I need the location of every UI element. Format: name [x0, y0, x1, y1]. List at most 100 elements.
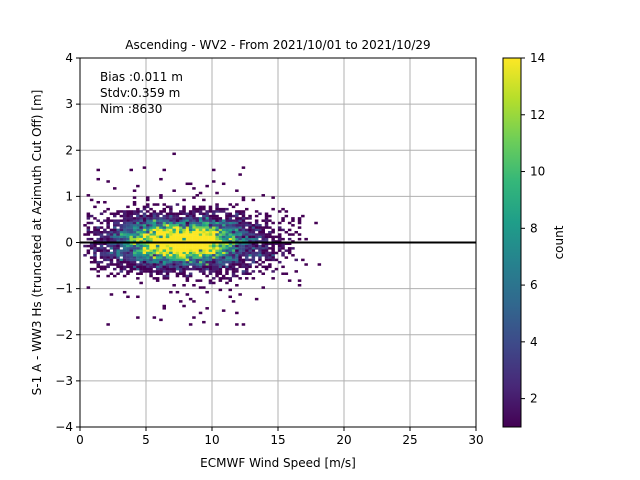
heatmap-cell	[146, 210, 150, 213]
heatmap-cell	[93, 205, 97, 209]
heatmap-cell	[195, 247, 199, 250]
heatmap-cell	[268, 219, 272, 222]
heatmap-cell	[185, 230, 190, 234]
heatmap-cell	[122, 251, 127, 255]
heatmap-cell	[142, 258, 147, 262]
heatmap-cell	[113, 212, 117, 216]
heatmap-cell	[129, 212, 133, 216]
heatmap-cell	[179, 230, 183, 234]
heatmap-cell	[165, 270, 170, 273]
heatmap-cell	[268, 256, 272, 259]
heatmap-cell	[297, 217, 302, 220]
heatmap-cell	[169, 224, 173, 227]
heatmap-cell	[195, 237, 199, 241]
heatmap-cell	[198, 244, 203, 248]
heatmap-cell	[149, 237, 153, 241]
heatmap-cell	[225, 251, 229, 255]
heatmap-cell	[228, 237, 232, 241]
heatmap-cell	[172, 254, 176, 257]
heatmap-cell	[245, 251, 249, 255]
heatmap-cell	[218, 277, 223, 280]
heatmap-cell	[103, 242, 107, 246]
colorbar-tick-label: 2	[530, 392, 538, 406]
heatmap-cell	[205, 219, 209, 222]
heatmap-cell	[119, 254, 124, 257]
heatmap-cell	[215, 191, 219, 195]
stats-annotation: Bias :0.011 m Stdv:0.359 m Nim :8630	[100, 70, 183, 116]
heatmap-cell	[195, 210, 199, 213]
heatmap-cell	[261, 228, 265, 232]
heatmap-cell	[261, 230, 265, 234]
heatmap-cell	[258, 233, 262, 236]
heatmap-cell	[235, 221, 239, 225]
heatmap-cell	[149, 249, 153, 252]
heatmap-cell	[182, 210, 186, 213]
heatmap-cell	[149, 219, 153, 222]
heatmap-cell	[113, 274, 117, 278]
heatmap-cell	[205, 247, 209, 250]
heatmap-cell	[89, 244, 94, 248]
heatmap-cell	[132, 258, 137, 262]
heatmap-cell	[202, 226, 206, 229]
heatmap-cell	[126, 226, 130, 229]
heatmap-cell	[238, 173, 242, 176]
heatmap-cell	[86, 251, 91, 255]
heatmap-cell	[126, 258, 130, 262]
heatmap-cell	[182, 226, 186, 229]
heatmap-cell	[192, 226, 196, 229]
heatmap-cell	[159, 235, 163, 239]
heatmap-cell	[287, 228, 292, 232]
heatmap-cell	[136, 207, 140, 211]
heatmap-cell	[129, 263, 133, 266]
heatmap-cell	[162, 263, 166, 266]
heatmap-cell	[245, 247, 249, 250]
heatmap-cell	[149, 263, 153, 266]
heatmap-cell	[179, 249, 183, 252]
heatmap-cell	[169, 267, 173, 271]
heatmap-cell	[172, 247, 176, 250]
heatmap-cell	[179, 224, 183, 227]
heatmap-cell	[198, 240, 203, 243]
heatmap-cell	[241, 258, 246, 262]
heatmap-cell	[132, 254, 137, 257]
heatmap-cell	[169, 242, 173, 246]
heatmap-cell	[281, 228, 285, 232]
heatmap-cell	[221, 244, 226, 248]
heatmap-cell	[241, 235, 246, 239]
heatmap-cell	[188, 221, 193, 225]
heatmap-cell	[241, 265, 246, 269]
heatmap-cell	[103, 251, 107, 255]
heatmap-cell	[208, 244, 213, 248]
heatmap-cell	[126, 224, 130, 227]
heatmap-cell	[169, 260, 173, 264]
heatmap-cell	[245, 221, 249, 225]
heatmap-cell	[314, 221, 318, 225]
heatmap-cell	[96, 219, 100, 222]
colorbar-tick-label: 6	[530, 278, 538, 292]
heatmap-cell	[268, 265, 272, 269]
heatmap-cell	[182, 237, 186, 241]
heatmap-cell	[225, 240, 229, 243]
heatmap-cell	[238, 219, 242, 222]
heatmap-cell	[218, 270, 223, 273]
heatmap-cell	[142, 205, 147, 209]
heatmap-cell	[185, 226, 190, 229]
heatmap-cell	[132, 265, 137, 269]
heatmap-cell	[198, 263, 203, 266]
heatmap-cell	[103, 247, 107, 250]
heatmap-cell	[162, 242, 166, 246]
heatmap-cell	[205, 256, 209, 259]
heatmap-cell	[208, 217, 213, 220]
heatmap-cell	[179, 217, 183, 220]
heatmap-cell	[93, 256, 97, 259]
heatmap-cell	[221, 219, 226, 222]
heatmap-cell	[245, 230, 249, 234]
heatmap-cell	[169, 217, 173, 220]
heatmap-cell	[258, 226, 262, 229]
heatmap-cell	[281, 265, 285, 269]
heatmap-cell	[175, 244, 180, 248]
heatmap-cell	[231, 300, 236, 303]
heatmap-cell	[175, 267, 180, 271]
heatmap-cell	[182, 304, 186, 308]
